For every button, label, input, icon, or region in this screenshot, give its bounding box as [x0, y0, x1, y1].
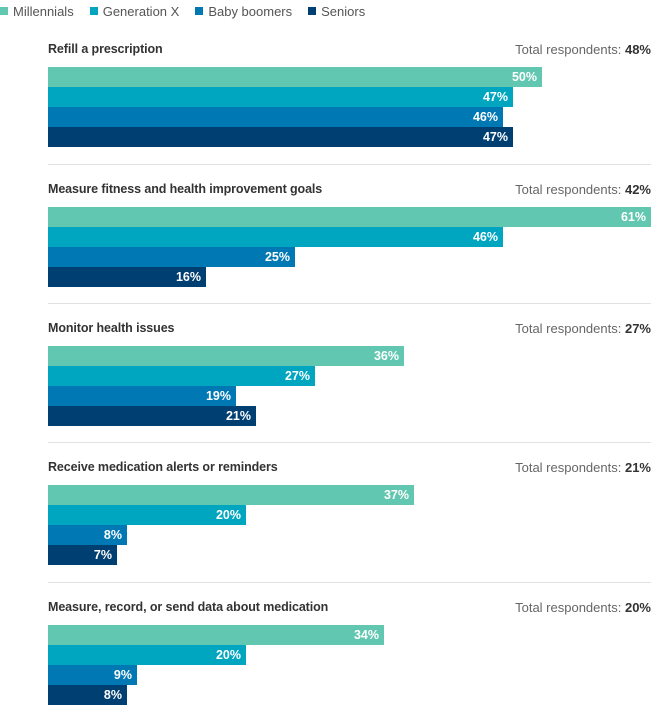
- bar-value-label: 20%: [215, 508, 241, 522]
- total-respondents: Total respondents: 42%: [515, 182, 651, 197]
- legend-item-millennials: Millennials: [0, 4, 74, 19]
- bar-value-label: 25%: [264, 250, 290, 264]
- bar-value-label: 46%: [472, 230, 498, 244]
- bar-boomers: 9%: [48, 665, 137, 685]
- bar-seniors: 7%: [48, 545, 117, 565]
- bar-boomers: 19%: [48, 386, 236, 406]
- bar-stack: 37% 20% 8% 7%: [48, 485, 651, 565]
- bar-millennials: 34%: [48, 625, 384, 645]
- total-respondents: Total respondents: 48%: [515, 42, 651, 57]
- bar-value-label: 37%: [383, 488, 409, 502]
- bar-value-label: 9%: [113, 668, 132, 682]
- bar-stack: 36% 27% 19% 21%: [48, 346, 651, 426]
- bar-value-label: 47%: [482, 130, 508, 144]
- group-title: Measure fitness and health improvement g…: [48, 182, 323, 196]
- bar-seniors: 16%: [48, 267, 206, 287]
- legend-label: Generation X: [102, 3, 180, 19]
- bar-value-label: 27%: [284, 369, 310, 383]
- group-title: Monitor health issues: [48, 321, 175, 335]
- legend-swatch: [308, 7, 317, 15]
- bar-millennials: 50%: [48, 67, 542, 87]
- total-respondents: Total respondents: 20%: [515, 600, 651, 615]
- group-title: Measure, record, or send data about medi…: [48, 600, 329, 614]
- legend-swatch: [89, 7, 98, 15]
- total-respondents: Total respondents: 27%: [515, 321, 651, 336]
- bar-value-label: 20%: [215, 648, 241, 662]
- total-respondents-label: Total respondents:: [515, 460, 622, 475]
- bar-value-label: 21%: [225, 409, 251, 423]
- total-respondents-label: Total respondents:: [515, 321, 622, 336]
- bar-value-label: 8%: [103, 688, 122, 702]
- bar-stack: 50% 47% 46% 47%: [48, 67, 651, 147]
- bar-genx: 27%: [48, 366, 315, 386]
- total-respondents-label: Total respondents:: [515, 182, 622, 197]
- bar-boomers: 46%: [48, 107, 503, 127]
- bar-value-label: 7%: [93, 548, 112, 562]
- total-respondents-label: Total respondents:: [515, 600, 622, 615]
- total-respondents-value: 27%: [624, 321, 651, 336]
- bar-genx: 47%: [48, 87, 513, 107]
- bar-genx: 20%: [48, 505, 246, 525]
- group-divider: [48, 442, 651, 443]
- legend-label: Seniors: [321, 3, 366, 19]
- total-respondents-value: 48%: [624, 42, 651, 57]
- bar-seniors: 8%: [48, 685, 127, 705]
- legend-item-seniors: Seniors: [308, 4, 365, 19]
- legend-label: Baby boomers: [208, 3, 293, 19]
- group-divider: [48, 303, 651, 304]
- legend-swatch: [195, 7, 204, 15]
- bar-value-label: 16%: [175, 270, 201, 284]
- legend-label: Millennials: [13, 3, 74, 19]
- bar-millennials: 36%: [48, 346, 404, 366]
- total-respondents: Total respondents: 21%: [515, 460, 651, 475]
- legend-item-boomers: Baby boomers: [195, 4, 292, 19]
- group-divider: [48, 582, 651, 583]
- bar-value-label: 61%: [620, 210, 646, 224]
- total-respondents-value: 20%: [624, 600, 651, 615]
- bar-value-label: 50%: [511, 70, 537, 84]
- bar-seniors: 21%: [48, 406, 256, 426]
- total-respondents-value: 42%: [624, 182, 651, 197]
- total-respondents-label: Total respondents:: [515, 42, 622, 57]
- bar-millennials: 37%: [48, 485, 414, 505]
- bar-genx: 46%: [48, 227, 503, 247]
- legend-item-genx: Generation X: [89, 3, 180, 19]
- bar-boomers: 8%: [48, 525, 127, 545]
- bar-genx: 20%: [48, 645, 246, 665]
- group-title: Refill a prescription: [48, 42, 163, 56]
- bar-seniors: 47%: [48, 127, 513, 147]
- bar-value-label: 47%: [482, 90, 508, 104]
- group-divider: [48, 164, 651, 165]
- group-title: Receive medication alerts or reminders: [48, 460, 278, 474]
- bar-stack: 34% 20% 9% 8%: [48, 625, 651, 705]
- chart-legend: Millennials Generation X Baby boomers Senio…: [0, 0, 381, 22]
- legend-swatch: [0, 7, 8, 15]
- bar-value-label: 34%: [353, 628, 379, 642]
- bar-millennials: 61%: [48, 207, 651, 227]
- bar-boomers: 25%: [48, 247, 295, 267]
- bar-value-label: 36%: [373, 349, 399, 363]
- bar-value-label: 46%: [472, 110, 498, 124]
- bar-value-label: 19%: [205, 389, 231, 403]
- bar-value-label: 8%: [103, 528, 122, 542]
- total-respondents-value: 21%: [624, 460, 651, 475]
- bar-stack: 61% 46% 25% 16%: [48, 207, 651, 287]
